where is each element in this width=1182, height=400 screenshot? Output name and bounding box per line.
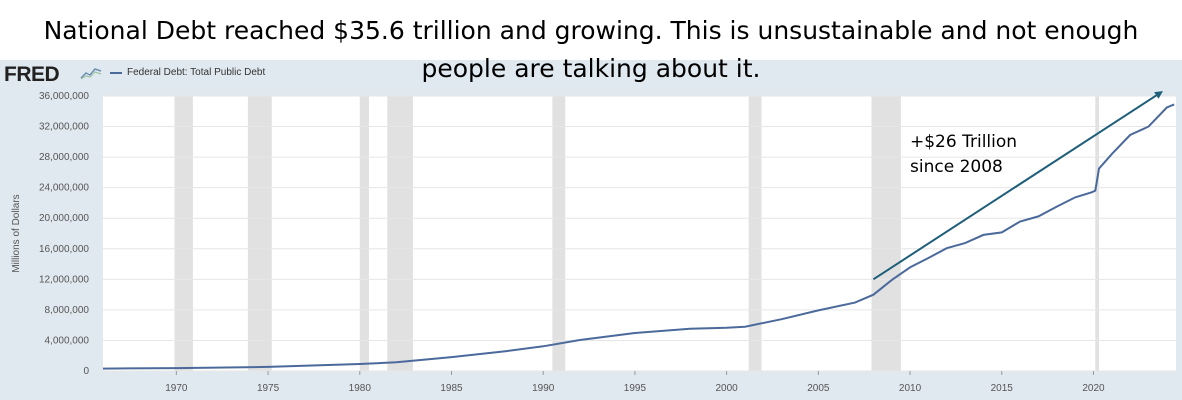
x-tick-label-9: 2015 <box>991 383 1014 394</box>
gridlines <box>103 95 1176 372</box>
x-tick-label-1: 1975 <box>257 383 280 394</box>
y-tick-label-2: 8,000,000 <box>45 305 90 316</box>
y-tick-label-8: 32,000,000 <box>39 122 89 133</box>
legend: Federal Debt: Total Public Debt <box>110 67 265 78</box>
recession-band-1 <box>247 96 272 371</box>
annotation-line-2: since 2008 <box>910 157 1003 177</box>
recession-band-6 <box>871 96 901 371</box>
x-tick-label-8: 2010 <box>899 383 922 394</box>
recession-band-3 <box>387 96 413 371</box>
x-axis-ticks: 1970 1975 1980 1985 1990 1995 2000 2005 2010 2015… <box>165 371 1105 394</box>
recession-band-7 <box>1095 96 1099 371</box>
y-tick-label-5: 20,000,000 <box>39 213 89 224</box>
x-tick-label-2: 1980 <box>349 383 372 394</box>
y-tick-label-6: 24,000,000 <box>39 183 89 194</box>
recession-band-4 <box>552 96 566 371</box>
y-tick-label-0: 0 <box>83 366 89 377</box>
recession-band-2 <box>359 96 369 371</box>
x-tick-label-4: 1990 <box>532 383 555 394</box>
fred-chart-icon <box>80 68 102 80</box>
y-axis-ticks: 0 4,000,000 8,000,000 12,000,000 16,000,000 2… <box>39 91 90 377</box>
x-tick-label-6: 2000 <box>715 383 738 394</box>
x-tick-label-7: 2005 <box>807 383 830 394</box>
y-tick-label-9: 36,000,000 <box>39 91 89 102</box>
annotation-line-1: +$26 Trillion <box>910 132 1017 152</box>
y-tick-label-7: 28,000,000 <box>39 152 89 163</box>
x-tick-label-0: 1970 <box>165 383 188 394</box>
headline-line-2: people are talking about it. <box>421 54 761 83</box>
recession-bands <box>174 96 1099 371</box>
x-tick-label-10: 2020 <box>1082 383 1105 394</box>
x-tick-label-5: 1995 <box>624 383 647 394</box>
recession-band-5 <box>748 96 762 371</box>
fred-logo: FRED <box>4 63 60 86</box>
y-tick-label-4: 16,000,000 <box>39 244 89 255</box>
headline-line-1: National Debt reached $35.6 trillion and… <box>43 16 1139 45</box>
legend-label: Federal Debt: Total Public Debt <box>127 67 266 78</box>
headline: National Debt reached $35.6 trillion and… <box>0 12 1182 88</box>
recession-band-0 <box>174 96 193 371</box>
y-tick-label-1: 4,000,000 <box>45 335 90 346</box>
trend-arrow <box>872 91 1164 281</box>
x-tick-label-3: 1985 <box>440 383 463 394</box>
y-axis-label: Millions of Dollars <box>11 194 22 272</box>
series-line-total-public-debt <box>102 103 1175 370</box>
y-tick-label-3: 12,000,000 <box>39 274 89 285</box>
legend-swatch <box>110 71 122 74</box>
